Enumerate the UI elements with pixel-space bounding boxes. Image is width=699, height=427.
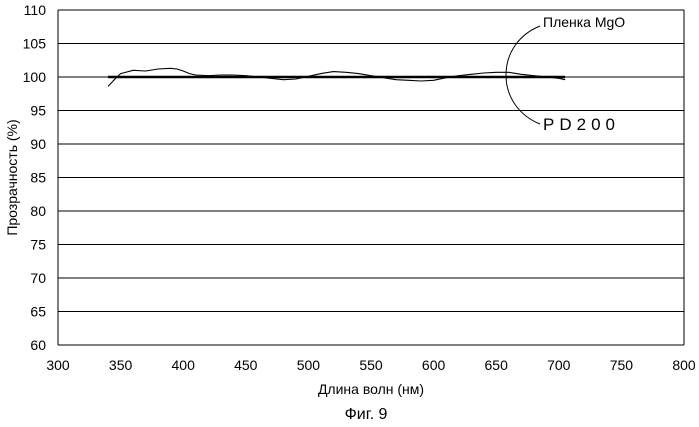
x-tick-label: 650 [485,357,509,373]
y-tick-label: 80 [30,203,46,219]
y-tick-label: 85 [30,170,46,186]
grid-layer [58,10,684,345]
series-layer [108,68,565,86]
x-tick-label: 350 [109,357,133,373]
y-tick-label: 70 [30,270,46,286]
x-tick-label: 550 [359,357,383,373]
y-tick-label: 75 [30,237,46,253]
x-tick-label: 600 [422,357,446,373]
x-axis-title: Длина волн (нм) [318,381,424,397]
x-tick-label: 700 [547,357,571,373]
tick-labels: 60 65 70 75 80 85 90 95 100 105 110 300 350 400 450 500… [23,2,696,373]
x-tick-label: 500 [297,357,321,373]
y-tick-label: 105 [23,36,47,52]
y-tick-label: 100 [23,69,47,85]
y-tick-label: 95 [30,103,46,119]
x-tick-label: 750 [610,357,634,373]
figure-caption: Фиг. 9 [345,406,388,423]
y-tick-label: 65 [30,304,46,320]
annotation-pd200: PD200 [543,115,620,134]
annotations: Пленка MgO PD200 [506,14,625,134]
annotation-mgo-film: Пленка MgO [543,14,625,30]
x-tick-label: 450 [234,357,258,373]
x-tick-label: 300 [46,357,70,373]
y-tick-label: 110 [24,2,47,18]
y-tick-label: 90 [30,136,46,152]
x-tick-label: 400 [172,357,196,373]
x-tick-label: 800 [672,357,696,373]
y-axis-title: Прозрачность (%) [4,119,20,235]
y-tick-label: 60 [30,337,46,353]
